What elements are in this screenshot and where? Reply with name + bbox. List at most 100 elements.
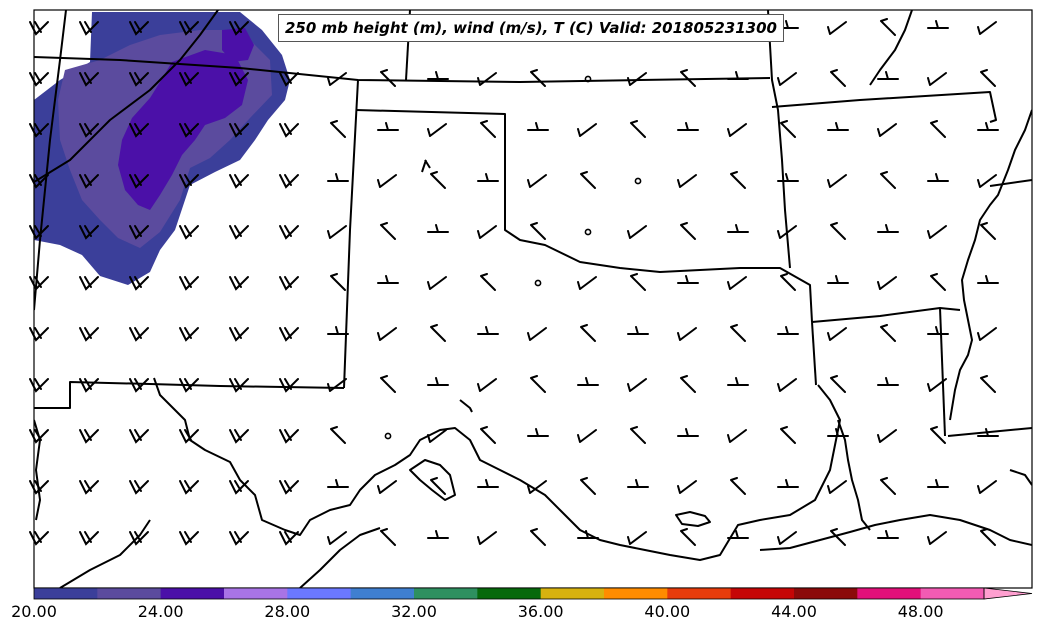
wind-barb xyxy=(580,171,596,189)
wind-barb xyxy=(79,429,99,444)
wind-barb xyxy=(827,174,847,188)
wind-barb xyxy=(827,428,849,437)
wind-barb xyxy=(29,480,49,495)
wind-barb xyxy=(730,171,746,189)
wind-barb xyxy=(29,429,49,444)
wind-barb xyxy=(79,378,99,393)
wind-barb xyxy=(727,224,749,233)
wind-barb xyxy=(427,224,449,233)
wind-barb xyxy=(477,378,497,392)
colorbar-segment xyxy=(540,588,605,599)
wind-barb xyxy=(677,275,699,284)
colorbar-segment xyxy=(224,588,288,599)
wind-barb xyxy=(129,174,149,189)
colorbar-segment xyxy=(34,588,98,599)
wind-barb xyxy=(827,21,847,35)
wind-barb xyxy=(827,275,849,284)
wind-barb xyxy=(677,327,697,341)
map-title: 250 mb height (m), wind (m/s), T (C) Val… xyxy=(278,14,784,42)
wind-barb xyxy=(279,123,299,138)
wind-barb xyxy=(129,225,149,240)
colorbar-tick-label: 48.00 xyxy=(897,602,944,621)
wind-barb xyxy=(29,276,49,291)
wind-barb xyxy=(977,275,999,284)
wind-barb xyxy=(79,276,99,291)
wind-barb xyxy=(477,225,497,239)
wind-barb xyxy=(977,327,997,341)
wind-barb xyxy=(79,123,99,138)
wind-barb xyxy=(530,375,546,393)
colorbar-tick-label: 28.00 xyxy=(264,602,311,621)
wind-barb xyxy=(627,378,647,392)
wind-barb xyxy=(527,174,547,188)
wind-barb xyxy=(79,174,99,189)
wind-barb xyxy=(677,428,699,437)
wind-barb xyxy=(179,378,199,393)
wind-barb xyxy=(427,429,447,443)
wind-barb xyxy=(877,123,897,137)
wind-barb xyxy=(279,480,299,495)
wind-barb xyxy=(430,171,446,189)
wind-barb xyxy=(229,174,249,189)
wind-barb xyxy=(627,479,649,488)
colorbar-segment xyxy=(97,588,162,599)
wind-barb xyxy=(880,18,896,36)
wind-barb xyxy=(477,326,499,335)
wind-barb xyxy=(877,530,899,539)
wind-barb xyxy=(129,21,149,36)
wind-barb xyxy=(727,377,749,386)
wind-barb xyxy=(627,72,647,86)
colorbar-segment xyxy=(604,588,668,599)
wind-barb xyxy=(129,72,149,87)
wind-barb xyxy=(927,479,949,488)
wind-barb xyxy=(527,122,549,131)
wind-barb xyxy=(927,173,949,182)
wind-barb xyxy=(577,377,599,386)
wind-barb xyxy=(430,477,446,495)
wind-barb xyxy=(377,275,399,284)
wind-barb xyxy=(627,326,649,335)
wind-barb xyxy=(129,276,149,291)
wind-barb xyxy=(777,479,799,488)
wind-barb xyxy=(279,531,299,546)
wind-barb xyxy=(229,276,249,291)
colorbar-tick-label: 36.00 xyxy=(517,602,564,621)
wind-barb xyxy=(380,375,396,393)
wind-barb xyxy=(877,224,899,233)
wind-barb xyxy=(430,324,446,342)
wind-barb xyxy=(179,123,199,138)
wind-barb xyxy=(727,276,747,290)
colorbar-segment xyxy=(477,588,542,599)
wind-barb xyxy=(680,222,696,240)
calm-wind-circle xyxy=(634,177,642,185)
colorbar-segment xyxy=(920,588,985,599)
wind-barb xyxy=(577,429,597,443)
wind-barb xyxy=(377,174,397,188)
colorbar-tick-label: 40.00 xyxy=(644,602,691,621)
wind-barb xyxy=(279,72,299,87)
colorbar xyxy=(33,587,1033,600)
wind-barb xyxy=(377,327,397,341)
wind-barb xyxy=(29,378,49,393)
wind-barb xyxy=(930,120,946,138)
wind-barb xyxy=(330,426,346,444)
wind-barb xyxy=(79,531,99,546)
colorbar-tick-label: 20.00 xyxy=(11,602,57,621)
wind-barb xyxy=(179,72,199,87)
wind-barb xyxy=(980,222,996,240)
wind-barb xyxy=(279,225,299,240)
wind-barb xyxy=(279,174,299,189)
wind-barb xyxy=(229,429,249,444)
wind-barb xyxy=(380,528,396,546)
wind-barb xyxy=(727,530,749,539)
wind-barb xyxy=(477,479,499,488)
wind-barb xyxy=(927,72,947,86)
wind-barb xyxy=(977,480,997,494)
wind-barb xyxy=(927,326,949,335)
wind-barb xyxy=(179,531,199,546)
wind-barb xyxy=(427,71,449,80)
wind-barb xyxy=(179,225,199,240)
wind-barb xyxy=(229,531,249,546)
wind-barb xyxy=(977,21,997,35)
wind-barb xyxy=(380,69,396,87)
